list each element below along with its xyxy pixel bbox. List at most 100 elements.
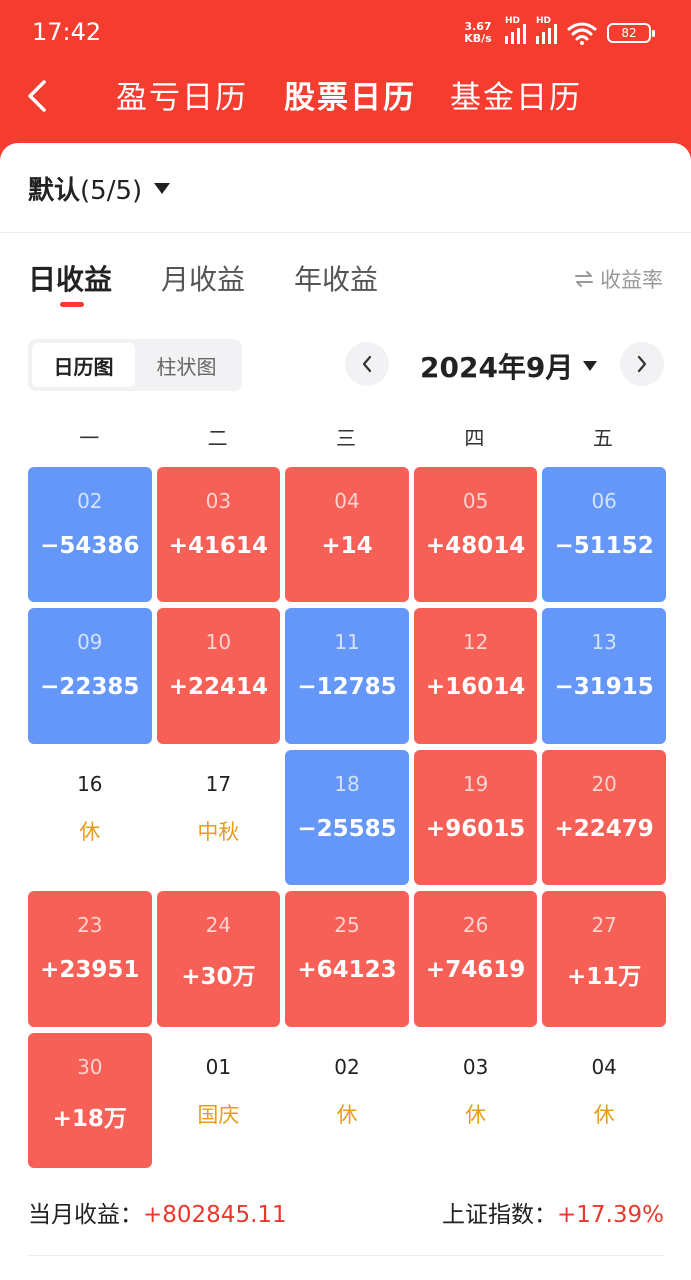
month-summary: 当月收益：+802845.11 上证指数：+17.39% — [28, 1195, 664, 1231]
calendar-day-cell[interactable]: 20 +22479 — [542, 749, 666, 886]
weekday-label: 一 — [79, 426, 100, 450]
month-return: 当月收益：+802845.11 — [28, 1195, 287, 1229]
holiday-label: 休 — [336, 1102, 358, 1127]
calendar-day-cell[interactable]: 05 +48014 — [413, 467, 538, 603]
day-number: 02 — [77, 489, 103, 513]
calendar-grid: 02 −54386 03 +41614 04 +14 05 +48014 06 −51152 09 −… — [28, 467, 666, 1168]
day-number: 01 — [205, 1054, 232, 1079]
status-time: 17:42 — [32, 18, 102, 46]
calendar-day-cell[interactable]: 09 −22385 — [28, 608, 152, 744]
app-header: 17:42 3.67 KB/s HD HD 82 — [0, 0, 691, 160]
dropdown-triangle-icon — [583, 361, 598, 371]
view-bar-chart[interactable]: 柱状图 — [156, 354, 217, 379]
daily-return-value: +96015 — [425, 815, 526, 842]
weekday-label: 二 — [207, 426, 228, 450]
day-number: 03 — [462, 1054, 489, 1079]
holiday-label: 休 — [465, 1102, 487, 1127]
calendar-day-cell[interactable]: 19 +96015 — [413, 749, 538, 886]
calendar-day-cell[interactable]: 04 休 — [542, 1033, 666, 1168]
battery-icon: 82 — [607, 23, 655, 43]
index-return: 上证指数：+17.39% — [442, 1195, 664, 1229]
calendar-day-cell[interactable]: 26 +74619 — [413, 891, 538, 1027]
day-number: 12 — [462, 630, 489, 655]
status-icons: 3.67 KB/s HD HD 82 — [461, 16, 655, 50]
day-number: 02 — [334, 1054, 360, 1079]
dropdown-triangle-icon — [154, 183, 171, 194]
calendar-day-cell[interactable]: 04 +14 — [285, 467, 409, 603]
holiday-label: 休 — [79, 819, 101, 844]
top-tabs: 盈亏日历 股票日历 基金日历 — [0, 72, 691, 124]
day-number: 10 — [205, 630, 232, 655]
weekday-label: 三 — [336, 426, 357, 450]
daily-return-value: +48014 — [425, 533, 526, 559]
day-number: 04 — [334, 489, 360, 513]
account-selector[interactable]: 默认(5/5) — [28, 170, 171, 207]
calendar-day-cell[interactable]: 13 −31915 — [542, 608, 666, 744]
next-month-button[interactable] — [620, 342, 664, 386]
tab-daily-return[interactable]: 日收益 — [28, 263, 113, 296]
daily-return-value: +11万 — [567, 964, 642, 991]
back-arrow-icon[interactable] — [20, 74, 60, 118]
status-bar: 17:42 3.67 KB/s HD HD 82 — [0, 0, 691, 64]
divider — [0, 232, 691, 233]
daily-return-value: +18万 — [52, 1105, 127, 1132]
calendar-day-cell[interactable]: 30 +18万 — [28, 1032, 152, 1168]
return-rate-toggle[interactable]: 收益率 — [574, 264, 663, 294]
weekday-label: 五 — [592, 426, 613, 450]
daily-return-value: +16014 — [425, 674, 526, 701]
tab-stock-calendar[interactable]: 股票日历 — [284, 80, 416, 116]
wifi-icon — [567, 22, 597, 45]
calendar-day-cell[interactable]: 25 +64123 — [285, 891, 409, 1027]
calendar-day-cell[interactable]: 18 −25585 — [285, 749, 409, 886]
holiday-label: 中秋 — [197, 819, 240, 844]
swap-icon — [575, 271, 593, 287]
calendar-day-cell[interactable]: 12 +16014 — [413, 608, 538, 744]
account-name: 默认(5/5) — [28, 176, 143, 206]
view-calendar[interactable]: 日历图 — [32, 343, 135, 387]
tab-pnl-calendar[interactable]: 盈亏日历 — [116, 80, 248, 116]
net-speed: 3.67 KB/s — [464, 20, 492, 45]
day-number: 27 — [591, 913, 617, 938]
day-number: 17 — [205, 771, 232, 796]
month-selector[interactable]: 2024年9月 — [420, 346, 598, 386]
daily-return-value: −31915 — [554, 674, 654, 701]
active-tab-indicator — [60, 302, 84, 307]
daily-return-value: +22479 — [554, 815, 654, 842]
calendar-day-cell[interactable]: 11 −12785 — [285, 608, 409, 744]
tab-monthly-return[interactable]: 月收益 — [161, 263, 246, 296]
daily-return-value: +30万 — [181, 964, 256, 991]
daily-return-value: −25585 — [297, 815, 397, 842]
calendar-day-cell[interactable]: 02 −54386 — [28, 467, 152, 603]
day-number: 09 — [77, 630, 103, 655]
daily-return-value: +74619 — [425, 957, 526, 984]
calendar-day-cell[interactable]: 06 −51152 — [542, 467, 666, 603]
calendar-day-cell[interactable]: 10 +22414 — [156, 608, 281, 744]
day-number: 30 — [77, 1054, 103, 1079]
calendar-day-cell[interactable]: 03 +41614 — [156, 467, 281, 603]
view-toggle: 日历图 柱状图 — [28, 339, 242, 391]
tab-fund-calendar[interactable]: 基金日历 — [450, 80, 582, 116]
calendar-day-cell[interactable]: 03 休 — [414, 1033, 538, 1168]
daily-return-value: −22385 — [40, 674, 140, 701]
prev-month-button[interactable] — [345, 342, 389, 386]
calendar-day-cell[interactable]: 27 +11万 — [542, 891, 666, 1027]
calendar-day-cell[interactable]: 02 休 — [285, 1033, 409, 1168]
daily-return-value: +22414 — [168, 674, 269, 701]
month-return-value: +802845.11 — [143, 1202, 287, 1228]
calendar-day-cell[interactable]: 24 +30万 — [156, 891, 281, 1027]
day-number: 23 — [77, 913, 103, 938]
calendar-day-cell[interactable]: 23 +23951 — [28, 891, 152, 1027]
divider — [28, 1255, 664, 1256]
daily-return-value: −12785 — [297, 674, 397, 701]
holiday-label: 国庆 — [197, 1102, 240, 1127]
calendar-day-cell[interactable]: 01 国庆 — [157, 1033, 281, 1168]
daily-return-value: +64123 — [297, 957, 397, 984]
calendar-day-cell[interactable]: 17 中秋 — [157, 750, 281, 885]
day-number: 20 — [591, 771, 617, 796]
day-number: 11 — [334, 630, 360, 655]
month-label: 2024年9月 — [420, 351, 574, 384]
tab-yearly-return[interactable]: 年收益 — [294, 263, 379, 296]
day-number: 25 — [334, 913, 360, 938]
calendar-day-cell[interactable]: 16 休 — [28, 750, 152, 885]
signal-icon: HD — [505, 16, 526, 44]
